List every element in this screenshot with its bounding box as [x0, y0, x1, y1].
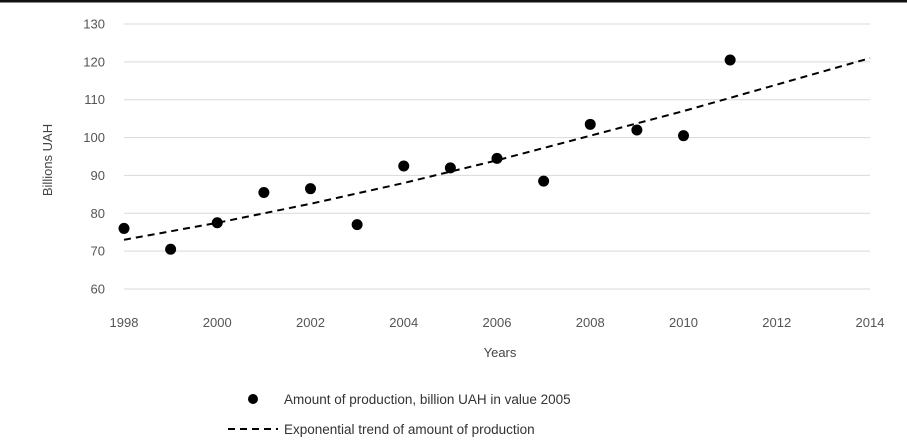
x-tick-label-2000: 2000	[203, 315, 232, 330]
x-tick-label-2008: 2008	[576, 315, 605, 330]
data-point-2005	[444, 162, 456, 174]
y-tick-label-100: 100	[83, 130, 105, 145]
legend-label-points: Amount of production, billion UAH in val…	[284, 392, 571, 407]
data-point-1998	[118, 222, 130, 234]
x-tick-label-1998: 1998	[110, 315, 139, 330]
y-tick-label-60: 60	[91, 282, 105, 297]
x-tick-label-2010: 2010	[669, 315, 698, 330]
legend-marker-points	[248, 394, 258, 404]
data-point-2007	[538, 175, 550, 187]
x-tick-label-2006: 2006	[483, 315, 512, 330]
data-point-2011	[724, 54, 736, 66]
x-tick-label-2012: 2012	[762, 315, 791, 330]
x-tick-labels: 1998 2000 2002 2004 2006 2008 2010 2012 2014	[110, 315, 885, 330]
data-point-2010	[678, 130, 689, 142]
y-tick-label-110: 110	[84, 92, 105, 107]
data-point-2000	[211, 217, 223, 229]
x-axis-title: Years	[484, 345, 517, 360]
y-tick-label-120: 120	[83, 54, 105, 69]
data-point-1999	[165, 243, 177, 255]
data-point-2008	[584, 118, 596, 130]
x-tick-label-2014: 2014	[856, 315, 885, 330]
legend: Amount of production, billion UAH in val…	[228, 392, 571, 437]
y-tick-label-90: 90	[91, 168, 105, 183]
y-tick-labels: 60 70 80 90 100 110 120 130	[83, 17, 105, 297]
y-tick-label-80: 80	[91, 206, 105, 221]
legend-label-trend: Exponential trend of amount of productio…	[284, 422, 535, 437]
data-point-2003	[351, 219, 363, 231]
x-tick-label-2002: 2002	[296, 315, 325, 330]
data-point-2009	[631, 124, 643, 136]
data-point-2006	[491, 152, 503, 164]
trend-line	[123, 57, 871, 241]
data-point-2002	[305, 183, 316, 195]
data-points	[118, 54, 736, 255]
data-point-2004	[398, 160, 410, 172]
gridlines	[124, 23, 870, 290]
y-tick-label-130: 130	[83, 17, 105, 32]
y-tick-label-70: 70	[91, 244, 105, 259]
data-point-2001	[258, 186, 270, 198]
y-axis-title: Billions UAH	[40, 124, 55, 196]
x-tick-label-2004: 2004	[389, 315, 418, 330]
